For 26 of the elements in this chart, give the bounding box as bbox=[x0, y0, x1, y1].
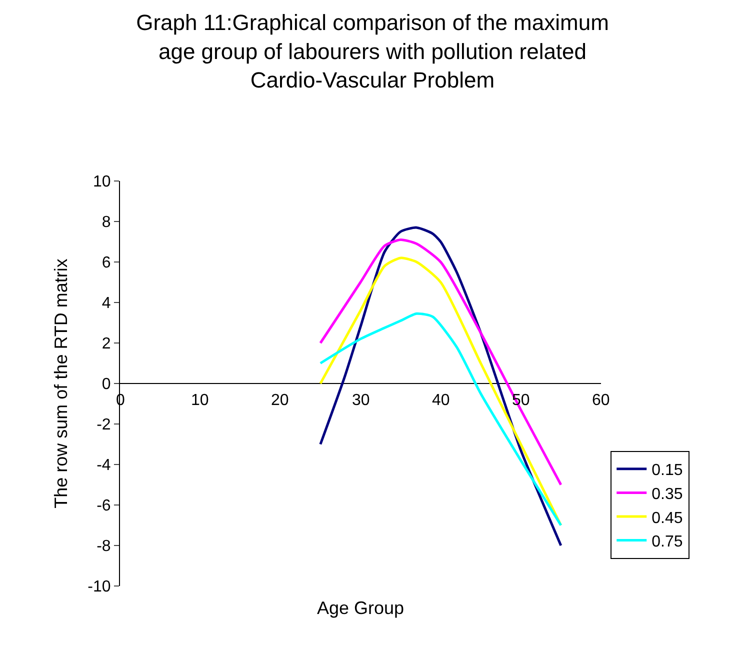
y-tick-label: -4 bbox=[96, 457, 111, 474]
x-tick-label: 40 bbox=[432, 392, 450, 409]
y-tick-label: 2 bbox=[102, 336, 111, 353]
y-tick-label: -6 bbox=[96, 498, 111, 515]
y-tick-label: -8 bbox=[96, 538, 111, 556]
legend-label: 0.45 bbox=[652, 510, 683, 527]
legend-label: 0.75 bbox=[652, 534, 683, 551]
y-tick-label: 10 bbox=[93, 174, 111, 191]
x-tick-label: 10 bbox=[191, 392, 209, 409]
x-tick-label: 20 bbox=[271, 392, 289, 409]
y-axis-title: The row sum of the RTD matrix bbox=[50, 258, 71, 508]
line-series bbox=[319, 312, 562, 526]
legend-label: 0.35 bbox=[652, 486, 683, 503]
y-tick-label: 6 bbox=[102, 254, 111, 272]
y-tick-label: 8 bbox=[102, 214, 111, 232]
y-tick-label: 0 bbox=[102, 376, 111, 394]
y-tick-label: 4 bbox=[102, 295, 111, 312]
y-tick-label: -2 bbox=[96, 416, 111, 434]
line-series bbox=[319, 256, 562, 526]
y-tick-label: -10 bbox=[88, 578, 111, 596]
x-tick-label: 30 bbox=[352, 392, 370, 409]
x-axis-title: Age Group bbox=[316, 598, 404, 618]
line-series bbox=[319, 238, 562, 486]
x-tick-label: 60 bbox=[592, 392, 610, 409]
legend-label: 0.15 bbox=[652, 462, 683, 480]
chart-title: Graph 11:Graphical comparison of the maximum age group of labourers with pollution related Cardio-Vascular Problem bbox=[136, 10, 609, 92]
